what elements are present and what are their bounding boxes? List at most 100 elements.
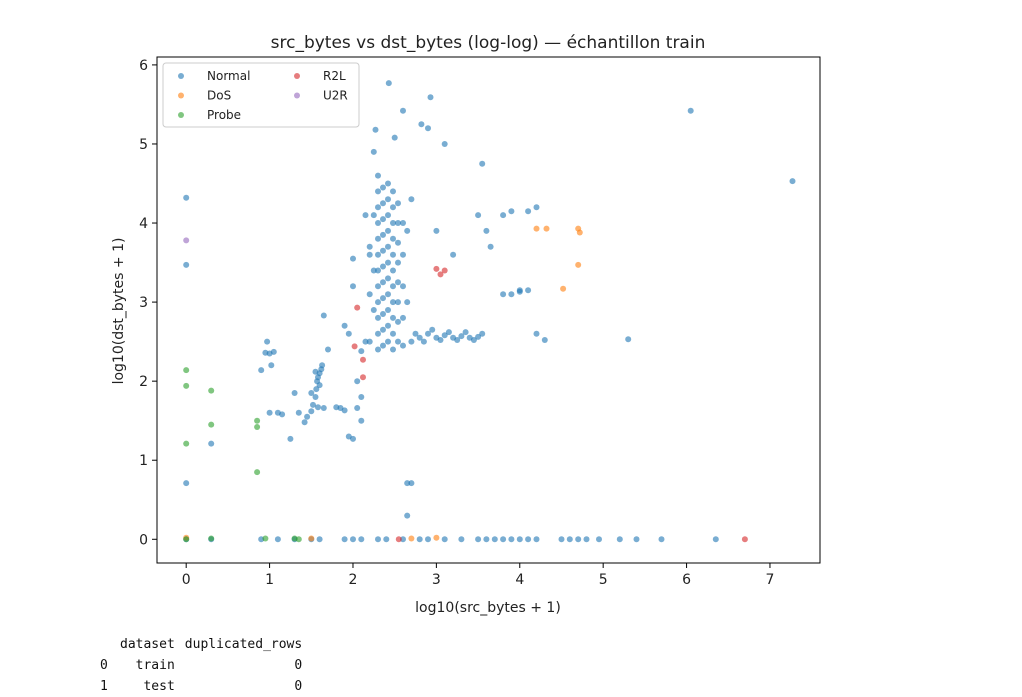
data-point [395,318,401,325]
data-point [350,255,356,262]
data-point [183,536,190,543]
data-point [380,216,386,223]
data-point [380,279,386,286]
data-point [390,251,396,258]
data-point [370,307,377,313]
data-point [416,536,423,543]
data-point [320,312,327,319]
data-point [525,208,532,215]
data-point [350,283,356,290]
data-point [380,231,386,238]
data-point [450,251,457,258]
x-tick-label: 1 [265,572,274,588]
data-point [385,196,391,203]
legend-label: Probe [207,108,241,122]
data-point [351,343,358,350]
data-point [390,188,396,195]
y-tick-label: 6 [139,58,148,74]
data-point [390,330,396,337]
data-point [441,267,448,274]
data-point [316,382,323,389]
data-point [576,229,583,236]
data-point [437,337,444,343]
data-point [475,212,482,219]
data-point [437,271,444,278]
x-axis-label: log10(src_bytes + 1) [415,600,561,616]
data-point [596,536,602,543]
data-point [789,178,796,185]
row-index: 1 [100,679,108,694]
data-point [208,421,215,428]
data-point [525,536,532,543]
x-tick-label: 7 [766,572,775,588]
data-point [385,227,391,234]
data-point [391,134,398,141]
data-point [425,536,431,543]
legend-marker [178,73,184,79]
data-point [583,536,590,543]
data-point [183,440,190,447]
data-point [279,411,286,418]
x-axis-ticks: 0 1 2 3 4 5 6 7 [182,563,775,588]
data-point [479,330,486,337]
data-point [304,413,311,420]
data-point [254,417,261,424]
data-point [385,307,391,313]
data-point [395,259,401,266]
data-point [575,536,582,543]
data-point [508,291,515,298]
data-point [385,322,391,329]
data-point [616,536,623,543]
data-point [385,243,391,250]
data-point [183,194,190,201]
data-point [316,536,323,543]
data-point [491,536,498,543]
data-point [375,220,381,226]
x-tick-label: 5 [599,572,608,588]
data-point [416,334,423,341]
data-point [262,535,269,542]
duplicates-table: dataset duplicated_rows 0 train 0 1 test… [100,634,302,697]
legend-marker [294,92,300,99]
data-point [500,536,507,543]
data-point [360,374,366,381]
data-point [508,536,515,543]
data-point [375,283,381,290]
cell-duplicated-rows: 0 [294,658,303,673]
data-point [375,330,381,337]
points-layer [183,80,796,543]
cell-dataset: test [143,679,175,694]
data-point [741,536,748,543]
data-point [366,338,373,345]
data-point [400,536,406,543]
data-point [370,267,377,274]
data-point [366,243,373,250]
data-point [295,536,302,543]
data-point [433,265,440,272]
data-point [360,356,366,363]
data-point [258,367,265,374]
data-point [370,148,377,155]
data-point [483,536,490,543]
data-point [427,94,434,101]
column-header-duplicated-rows: duplicated_rows [184,637,303,652]
data-point [312,368,319,375]
data-point [483,227,490,234]
data-point [500,291,507,298]
data-point [354,304,361,311]
data-point [441,332,448,339]
legend-marker [178,92,184,99]
table-row: 0 train 0 [100,655,302,676]
data-point [390,346,396,353]
data-point [525,287,532,294]
data-point [358,394,365,400]
data-point [445,329,452,336]
data-point [395,338,401,345]
data-point [425,330,431,337]
data-point [385,259,391,266]
data-point [268,362,275,369]
data-point [380,200,386,207]
data-point [320,405,327,411]
x-tick-label: 6 [682,572,691,588]
data-point [274,536,281,543]
